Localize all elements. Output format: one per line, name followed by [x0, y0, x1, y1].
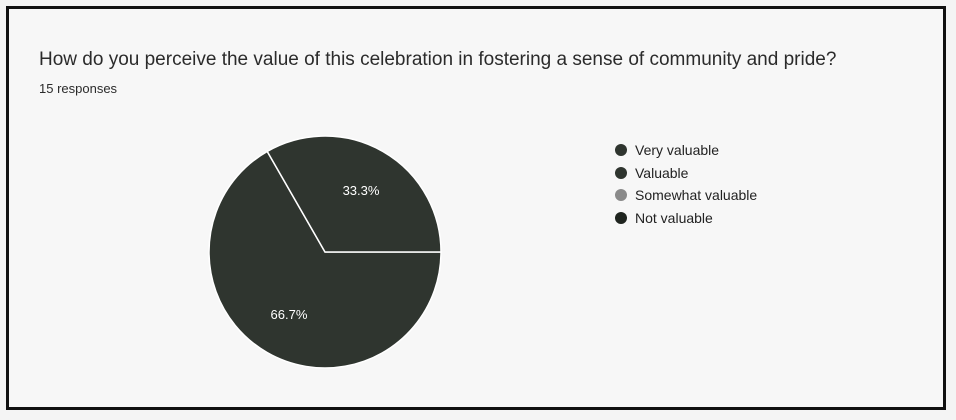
- question-card: How do you perceive the value of this ce…: [6, 6, 946, 410]
- question-title: How do you perceive the value of this ce…: [39, 49, 837, 70]
- legend-label: Somewhat valuable: [635, 187, 758, 204]
- legend-swatch: [615, 166, 627, 179]
- legend-label: Not valuable: [635, 209, 713, 226]
- pie-label-very-valuable: 66.7%: [271, 307, 308, 322]
- legend-item-valuable: Valuable: [615, 162, 757, 185]
- legend-item-somewhat-valuable: Somewhat valuable: [615, 184, 757, 207]
- legend-swatch: [615, 144, 627, 157]
- pie-slice-very-valuable: [208, 150, 442, 369]
- legend-label: Valuable: [635, 164, 689, 181]
- pie-slice-valuable: [266, 135, 442, 253]
- legend-swatch: [615, 211, 627, 224]
- pie-label-valuable: 33.3%: [343, 183, 380, 198]
- response-count: 15 responses: [39, 81, 118, 96]
- legend-label: Very valuable: [635, 142, 720, 159]
- pie-chart: 66.7% 33.3%: [208, 135, 442, 369]
- legend-item-not-valuable: Not valuable: [615, 207, 757, 230]
- legend-item-very-valuable: Very valuable: [615, 139, 757, 162]
- chart-legend: Very valuable Valuable Somewhat valuable No…: [615, 139, 757, 229]
- legend-swatch: [615, 189, 627, 202]
